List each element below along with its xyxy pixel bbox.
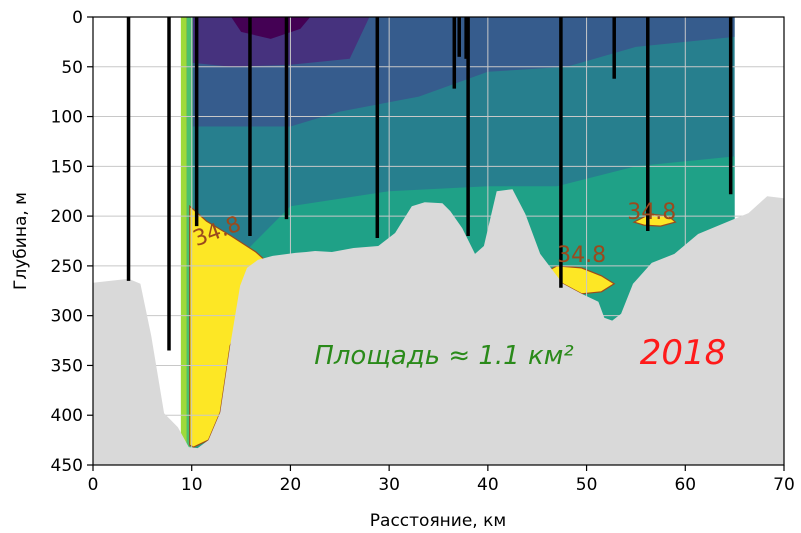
y-tick-label: 150	[51, 157, 83, 177]
y-tick-label: 400	[51, 406, 83, 426]
plot-frame	[92, 16, 785, 466]
bottom-profile	[93, 189, 784, 465]
x-tick-label: 0	[88, 475, 99, 495]
x-axis-ticks: 0 10 20 30 40 50 60 70	[88, 465, 795, 495]
y-tick-label: 250	[51, 257, 83, 277]
x-tick-label: 40	[477, 475, 499, 495]
y-tick-label: 0	[72, 8, 83, 28]
x-tick-label: 70	[773, 475, 795, 495]
contour-band	[180, 17, 187, 465]
contour-34.8-area	[632, 213, 677, 227]
contour-label: 34.8	[557, 243, 606, 268]
x-tick-label: 30	[378, 475, 400, 495]
x-tick-label: 10	[181, 475, 203, 495]
x-tick-label: 60	[674, 475, 696, 495]
x-tick-label: 50	[576, 475, 598, 495]
area-annotation: Площадь ≈ 1.1 км²	[314, 341, 573, 371]
y-tick-label: 450	[51, 456, 83, 476]
y-axis-ticks: 0 50 100 150 200 250 300 350 400 450	[51, 8, 93, 476]
seafloor	[93, 189, 784, 465]
contour-band	[181, 17, 370, 67]
y-axis-label: Глубина, м	[11, 192, 31, 290]
x-axis-label: Расстояние, км	[370, 511, 506, 531]
y-tick-label: 300	[51, 307, 83, 327]
y-tick-label: 200	[51, 207, 83, 227]
y-tick-label: 50	[61, 58, 83, 78]
x-tick-label: 20	[280, 475, 302, 495]
contour-label: 34.8	[627, 200, 676, 225]
year-annotation: 2018	[640, 333, 727, 373]
stations	[126, 17, 733, 351]
y-tick-label: 100	[51, 108, 83, 128]
y-tick-label: 350	[51, 356, 83, 376]
